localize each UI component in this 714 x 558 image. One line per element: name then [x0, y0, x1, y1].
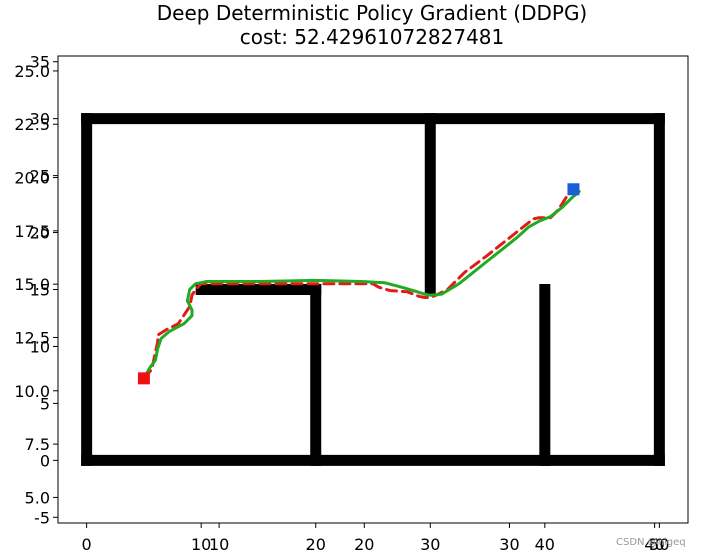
start-marker: [137, 372, 150, 385]
marker-layer: [137, 183, 580, 385]
y-tick-label: 10: [30, 337, 50, 356]
x-tick-label: 10: [191, 535, 211, 554]
y-tick-label: 20.0: [14, 169, 50, 188]
x-tick-label: 0: [82, 535, 92, 554]
x-tick-label: 30: [499, 535, 519, 554]
chart-subtitle: cost: 52.42961072827481: [240, 25, 505, 49]
y-tick-label: 22.5: [14, 115, 50, 134]
x-tick-label: 30: [420, 535, 440, 554]
plot-frame: [57, 55, 689, 524]
x-tick-label: 20: [354, 535, 374, 554]
x-tick-label: 10: [209, 535, 229, 554]
walls-layer: [81, 113, 665, 466]
y-tick-label: 7.5: [25, 435, 50, 454]
x-tick-label: 40: [644, 535, 664, 554]
y-tick-label: 12.5: [14, 328, 50, 347]
y-tick-label: 15.0: [14, 275, 50, 294]
y-tick-label: 5.0: [25, 488, 50, 507]
reference-path-dashed: [142, 187, 575, 380]
x-tick-label: 40: [535, 535, 555, 554]
y-tick-label: 17.5: [14, 222, 50, 241]
x-tick-label: 50: [649, 535, 669, 554]
x-tick-label: 20: [306, 535, 326, 554]
y-tick-label: -5: [34, 508, 50, 527]
y-tick-label: 0: [40, 451, 50, 470]
series-layer: [142, 187, 581, 380]
goal-marker: [567, 183, 580, 196]
y-tick-label: 25: [30, 167, 50, 186]
y-tick-label: 30: [30, 110, 50, 129]
y-tick-label: 10.0: [14, 382, 50, 401]
chart-title: Deep Deterministic Policy Gradient (DDPG…: [157, 1, 588, 25]
y-tick-label: 25.0: [14, 62, 50, 81]
y-tick-label: 15: [30, 281, 50, 300]
watermark: CSDN @nigeq: [616, 537, 686, 548]
ddpg-path-line: [142, 190, 581, 380]
y-tick-label: 20: [30, 224, 50, 243]
y-tick-label: 35: [30, 53, 50, 72]
y-tick-label: 5: [40, 394, 50, 413]
